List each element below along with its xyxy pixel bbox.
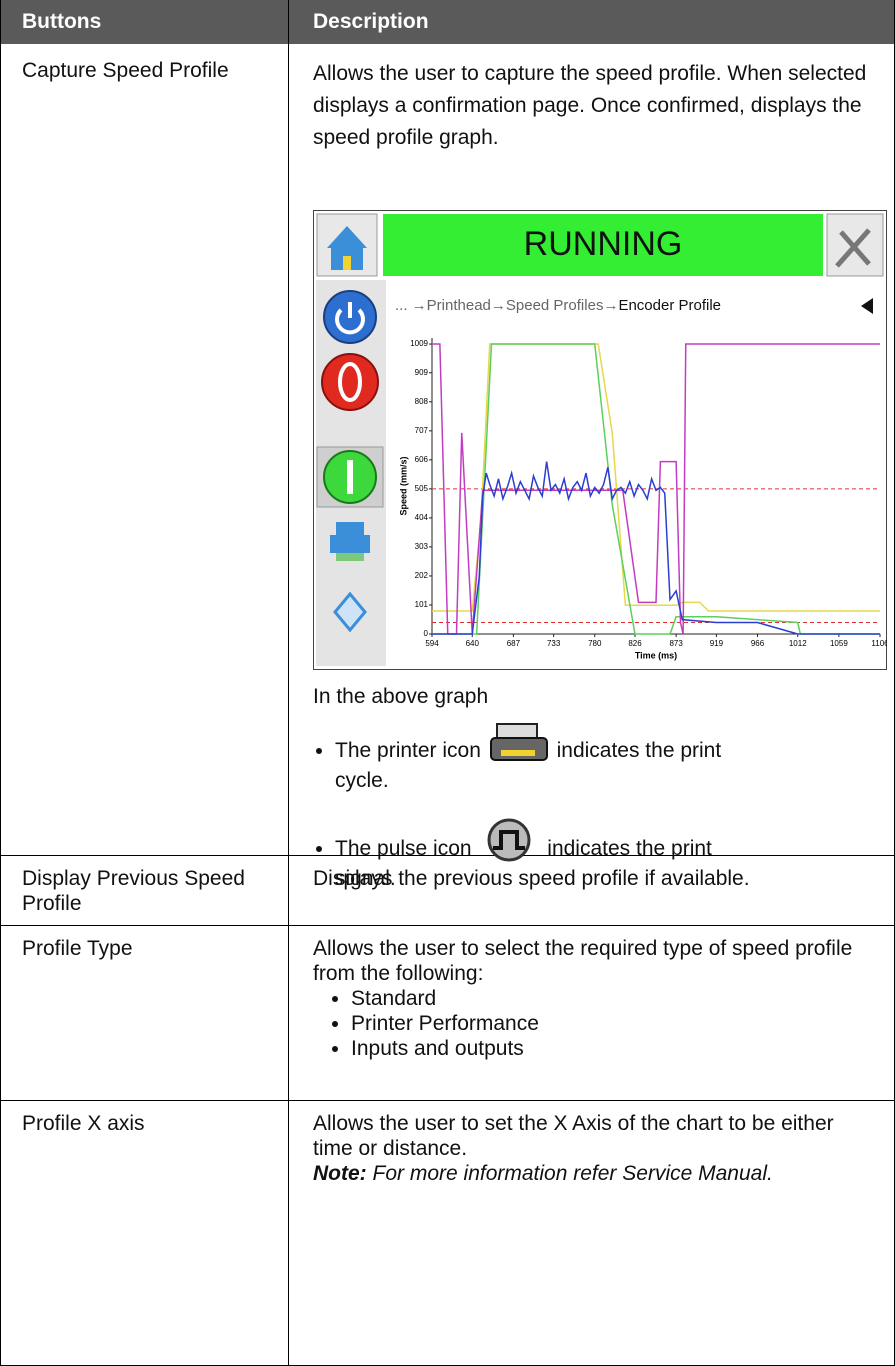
y-tick-label: 0 bbox=[424, 629, 429, 638]
x-tick-label: 780 bbox=[588, 639, 602, 648]
x-tick-label: 873 bbox=[669, 639, 683, 648]
button-name: Profile Type bbox=[22, 936, 262, 961]
description: Allows the user to capture the speed pro… bbox=[313, 58, 873, 154]
x-tick-label: 966 bbox=[751, 639, 765, 648]
bullet-text: The printer icon bbox=[335, 739, 481, 762]
breadcrumb: ... →Printhead→Speed Profiles→Encoder Pr… bbox=[395, 297, 721, 314]
bullet: Printer Performance bbox=[351, 1011, 539, 1036]
screenshot: RUNNING ... →Printhead→Speed Profiles→En… bbox=[313, 210, 887, 670]
status: RUNNING bbox=[524, 225, 683, 263]
header-cell: Buttons bbox=[22, 10, 101, 34]
y-tick-label: 1009 bbox=[410, 339, 428, 348]
print-icon bbox=[336, 522, 364, 536]
border bbox=[0, 0, 1, 1366]
description: Displays the previous speed profile if a… bbox=[313, 866, 883, 891]
x-tick-label: 687 bbox=[507, 639, 521, 648]
y-tick-label: 202 bbox=[415, 571, 429, 580]
note: For more information refer Service Manua… bbox=[373, 1162, 773, 1185]
breadcrumb-current: Encoder Profile bbox=[618, 297, 721, 314]
print-icon bbox=[336, 553, 364, 561]
print-icon bbox=[330, 535, 370, 553]
y-tick-label: 606 bbox=[415, 455, 429, 464]
table-header bbox=[0, 0, 895, 44]
bullet: Inputs and outputs bbox=[351, 1036, 539, 1061]
y-tick-label: 505 bbox=[415, 484, 429, 493]
page: Buttons Description Capture Speed Profil… bbox=[0, 0, 895, 1366]
border bbox=[0, 1100, 895, 1101]
y-tick-label: 404 bbox=[415, 513, 429, 522]
y-tick-label: 808 bbox=[415, 397, 429, 406]
bullet-list: Standard Printer Performance Inputs and … bbox=[313, 986, 539, 1061]
bullet: The printer icon indicates the print cyc… bbox=[335, 720, 733, 796]
caption: In the above graph bbox=[313, 685, 488, 709]
x-tick-label: 826 bbox=[628, 639, 642, 648]
y-tick-label: 303 bbox=[415, 542, 429, 551]
y-tick-label: 101 bbox=[415, 600, 429, 609]
y-axis-label: Speed (mm/s) bbox=[398, 456, 408, 515]
x-tick-label: 1059 bbox=[830, 639, 848, 648]
header-cell: Description bbox=[313, 10, 429, 34]
breadcrumb-path: ... →Printhead→Speed Profiles→ bbox=[395, 297, 618, 314]
start-icon bbox=[347, 460, 353, 494]
border bbox=[0, 925, 895, 926]
note-label: Note: bbox=[313, 1162, 367, 1185]
x-tick-label: 919 bbox=[710, 639, 724, 648]
x-tick-label: 1106 bbox=[871, 639, 887, 648]
chart: 0 101 202 303 404 505 606 707 808 909 1009 594 640 68… bbox=[398, 338, 887, 660]
description: Allows the user to set the X Axis of the… bbox=[313, 1111, 873, 1186]
button-name: Profile X axis bbox=[22, 1111, 262, 1136]
x-axis-label: Time (ms) bbox=[635, 650, 677, 660]
border bbox=[288, 0, 289, 1366]
button-name: Capture Speed Profile bbox=[22, 58, 262, 83]
x-tick-label: 640 bbox=[466, 639, 480, 648]
printer-icon bbox=[487, 720, 551, 766]
y-tick-label: 707 bbox=[415, 426, 429, 435]
description-text: Allows the user to set the X Axis of the… bbox=[313, 1112, 834, 1160]
bullet: Standard bbox=[351, 986, 539, 1011]
y-tick-label: 909 bbox=[415, 368, 429, 377]
home-icon bbox=[343, 256, 351, 270]
description: Allows the user to select the required t… bbox=[313, 936, 873, 986]
pulse-icon bbox=[477, 818, 541, 864]
x-tick-label: 594 bbox=[425, 639, 439, 648]
x-tick-label: 733 bbox=[547, 639, 561, 648]
bullet-text: The pulse icon bbox=[335, 837, 472, 860]
x-tick-label: 1012 bbox=[789, 639, 807, 648]
button-name: Display Previous Speed Profile bbox=[22, 866, 262, 916]
